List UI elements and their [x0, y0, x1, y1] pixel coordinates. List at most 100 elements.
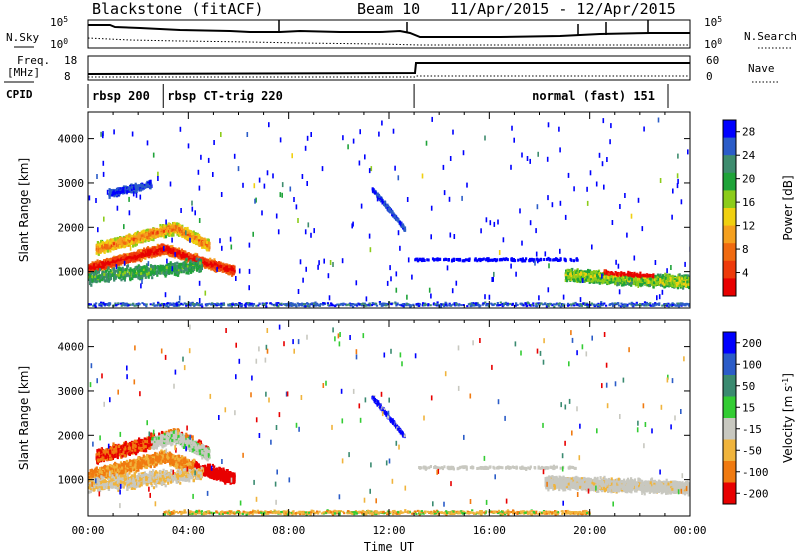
power-cell [201, 245, 204, 249]
power-cell [102, 263, 106, 267]
power-cell [171, 250, 174, 254]
power-cell [207, 248, 211, 252]
power-cell [133, 235, 136, 239]
power-cell [176, 232, 179, 236]
cpid-segment-label: normal (fast) 151 [532, 89, 655, 103]
power-cell [137, 240, 140, 244]
power-cell [142, 230, 145, 234]
power-cell [165, 248, 168, 252]
power-cell [206, 248, 209, 252]
power-cell [224, 268, 227, 272]
power-cell [146, 246, 150, 250]
power-cell [219, 267, 222, 271]
power-cell [112, 247, 115, 251]
power-cell [101, 272, 104, 276]
power-cell [126, 240, 129, 244]
power-cell [116, 236, 119, 240]
power-cell [137, 249, 140, 253]
power-cell [188, 229, 191, 233]
power-cell [228, 265, 231, 269]
power-cell [196, 238, 199, 242]
power-cell [146, 234, 150, 238]
power-cell [168, 229, 171, 233]
power-cell [205, 246, 208, 250]
power-cell [129, 256, 132, 260]
power-cell [172, 248, 175, 252]
freq-tick-lo: 8 [64, 70, 71, 83]
nsky-trace [88, 24, 690, 38]
power-cell [102, 243, 105, 247]
power-cell [97, 268, 100, 272]
power-cell [128, 240, 131, 244]
power-cell [153, 227, 156, 231]
freq-label-2: [MHz] [7, 66, 40, 79]
power-cell [167, 246, 170, 250]
power-cell [118, 255, 121, 259]
power-cell [126, 267, 129, 271]
power-cell [160, 245, 163, 248]
power-cell [208, 241, 211, 245]
power-cell [163, 235, 166, 239]
power-cell [135, 242, 138, 246]
power-cell [136, 255, 140, 258]
power-cell [154, 230, 157, 234]
cpid-segment-label: rbsp CT-trig 220 [167, 89, 283, 103]
power-cell [150, 255, 153, 259]
power-cell [198, 269, 201, 273]
power-cell [133, 251, 136, 255]
power-cell [144, 256, 147, 260]
power-cell [90, 263, 93, 267]
power-cell [226, 263, 229, 267]
power-cell [117, 261, 120, 265]
power-cell [159, 233, 162, 237]
power-cell [106, 242, 109, 246]
power-cell [138, 254, 141, 258]
freq-panel: Freq. [MHz] 18 8 60 0 Nave [7, 54, 778, 83]
power-cell [207, 244, 210, 248]
power-cell [161, 233, 164, 237]
power-cell [153, 247, 156, 251]
power-cell [231, 270, 234, 274]
power-cell [206, 246, 209, 250]
power-cell [103, 250, 106, 254]
power-cell [203, 245, 206, 249]
power-cell [106, 264, 109, 268]
power-cell [205, 240, 208, 244]
power-cell [154, 248, 157, 252]
power-cell [192, 230, 195, 234]
power-cell [117, 259, 120, 262]
nsearch-tick-hi: 105 [704, 15, 722, 29]
nsearch-label: N.Search [744, 30, 797, 43]
power-cell [122, 235, 125, 239]
power-cell [195, 233, 198, 237]
power-cell [134, 243, 137, 247]
cpid-label: CPID [6, 88, 33, 101]
power-cell [165, 231, 168, 235]
power-cell [88, 269, 91, 273]
power-cell [184, 234, 187, 238]
power-cell [150, 234, 153, 238]
power-cell [111, 238, 114, 242]
power-cell [101, 268, 104, 272]
power-cell [155, 250, 158, 254]
power-cell [200, 242, 203, 245]
power-cell [114, 244, 118, 248]
power-cell [106, 258, 109, 262]
power-cell [127, 242, 130, 245]
power-cell [213, 258, 216, 262]
power-cell [168, 227, 172, 231]
power-cell [135, 233, 138, 237]
power-cell [166, 232, 169, 236]
power-cell [178, 231, 181, 235]
power-cell [95, 251, 98, 255]
power-cell [172, 232, 175, 236]
nave-label: Nave [748, 62, 775, 75]
power-cell [97, 243, 100, 247]
power-cell [163, 227, 166, 231]
power-cell [109, 258, 112, 262]
power-cell [97, 252, 100, 256]
power-cell [208, 262, 211, 266]
power-cell [209, 257, 212, 261]
power-cell [124, 241, 127, 245]
